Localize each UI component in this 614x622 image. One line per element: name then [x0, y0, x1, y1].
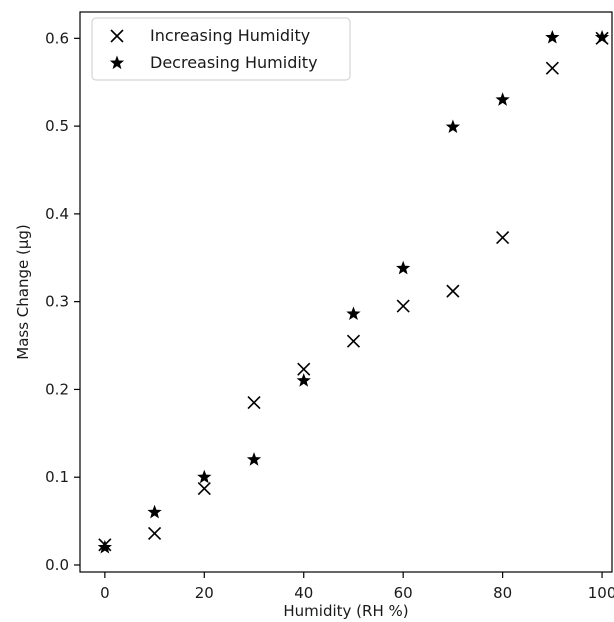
y-tick-label: 0.3 — [45, 293, 69, 311]
legend-star-marker — [109, 55, 125, 70]
x-stroke — [148, 526, 162, 540]
x-stroke — [496, 231, 510, 245]
x-stroke — [297, 362, 311, 376]
x-tick-label: 100 — [588, 584, 614, 602]
x-axis-ticks: 0 20 40 60 80 100 — [100, 572, 614, 602]
legend-x-marker — [110, 29, 124, 43]
x-tick-label: 40 — [294, 584, 313, 602]
y-tick-label: 0.1 — [45, 468, 69, 486]
increasing-humidity-point — [396, 299, 410, 313]
y-axis-ticks: 0.0 0.1 0.2 0.3 0.4 0.5 0.6 — [45, 29, 80, 574]
decreasing-humidity-point — [495, 92, 510, 106]
increasing-humidity-point — [197, 482, 211, 496]
y-axis-label: Mass Change (μg) — [14, 224, 32, 360]
increasing-humidity-point — [496, 231, 510, 245]
legend-label-decreasing: Decreasing Humidity — [150, 53, 318, 72]
legend-label-increasing: Increasing Humidity — [150, 26, 310, 45]
plot-border — [79, 11, 613, 573]
decreasing-humidity-point — [396, 260, 411, 275]
y-tick-label: 0.4 — [45, 205, 69, 223]
x-tick-label: 0 — [100, 584, 110, 602]
plot-frame — [79, 11, 613, 573]
decreasing-humidity-point — [346, 306, 361, 321]
x-stroke — [446, 284, 460, 298]
decreasing-humidity-point — [296, 373, 311, 387]
increasing-humidity-point — [297, 362, 311, 376]
decreasing-humidity-point — [147, 504, 162, 519]
increasing-humidity-point — [346, 334, 361, 348]
increasing-humidity-point — [247, 396, 261, 410]
increasing-humidity-point — [446, 284, 460, 298]
legend-box — [91, 17, 351, 81]
legend: Increasing Humidity Decreasing Humidity — [91, 17, 351, 81]
x-stroke — [346, 334, 361, 348]
x-stroke — [110, 29, 124, 43]
x-tick-label: 20 — [195, 584, 214, 602]
x-stroke — [197, 482, 211, 496]
decreasing-humidity-point — [545, 29, 560, 44]
x-stroke — [545, 61, 559, 75]
x-axis-label: Humidity (RH %) — [283, 602, 408, 620]
x-stroke — [247, 396, 261, 410]
y-tick-label: 0.6 — [45, 29, 69, 47]
y-tick-label: 0.0 — [45, 556, 69, 574]
y-tick-label: 0.5 — [45, 117, 69, 135]
decreasing-humidity-point — [97, 539, 112, 554]
y-tick-label: 0.2 — [45, 380, 69, 398]
x-tick-label: 80 — [493, 584, 512, 602]
x-stroke — [396, 299, 410, 313]
increasing-humidity-point — [545, 61, 559, 75]
decreasing-humidity-point — [246, 452, 262, 466]
data-markers — [97, 29, 610, 554]
increasing-humidity-point — [148, 526, 162, 540]
x-tick-label: 60 — [394, 584, 413, 602]
decreasing-humidity-point — [445, 119, 461, 134]
decreasing-humidity-point — [594, 29, 610, 44]
decreasing-humidity-point — [197, 469, 212, 484]
